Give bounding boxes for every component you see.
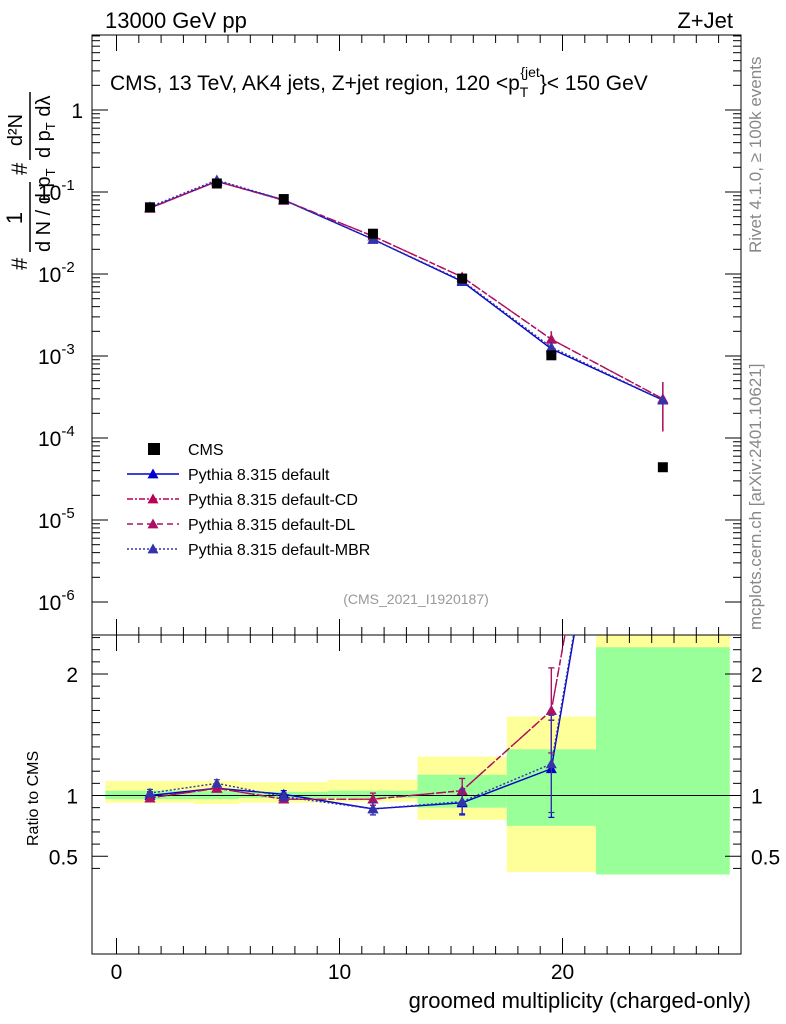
ylabel-den2: d pT dλ: [33, 96, 58, 158]
ylabel-den1: d N / d pT: [33, 168, 58, 252]
cms-data-point: [211, 178, 222, 189]
x-axis-label: groomed multiplicity (charged-only): [409, 988, 751, 1013]
legend-label: Pythia 8.315 default-CD: [188, 492, 358, 509]
y-tick-label: 10-2: [38, 259, 75, 287]
series-line-0: [149, 180, 664, 401]
legend-marker-cms: [148, 443, 160, 455]
cms-data-point: [144, 202, 155, 213]
mcplots-label: mcplots.cern.ch [arXiv:2401.10621]: [746, 364, 765, 630]
y-tick-label: 10-1: [38, 177, 75, 205]
ylabel-hash-1: #: [7, 257, 32, 270]
ratio-marker: [367, 803, 379, 814]
series-line-1: [149, 180, 664, 400]
ratio-tick-label-right: 0.5: [751, 846, 780, 869]
series-line-2: [149, 180, 664, 400]
series-marker: [545, 341, 557, 352]
stat-band-bin: [595, 647, 730, 875]
ratio-marker: [456, 796, 468, 806]
legend-label: Pythia 8.315 default-MBR: [188, 542, 370, 559]
ratio-tick-label-right: 2: [751, 664, 763, 687]
legend-label: Pythia 8.315 default-DL: [188, 517, 355, 534]
ratio-marker: [367, 793, 379, 804]
legend-marker: [147, 518, 159, 529]
x-tick-label: 20: [551, 961, 574, 984]
y-tick-label: 10-4: [38, 423, 75, 451]
x-tick-label: 0: [111, 961, 123, 984]
ratio-bands: [92, 635, 741, 875]
legend-marker: [147, 493, 159, 504]
cms-data-point: [657, 462, 668, 473]
main-series: [144, 174, 669, 473]
ratio-marker: [545, 704, 557, 715]
ratio-series: [144, 634, 575, 818]
ratio-marker: [278, 791, 290, 802]
series-line-3: [149, 179, 664, 401]
legend-label: Pythia 8.315 default: [188, 467, 330, 484]
ratio-tick-label-left: 0.5: [49, 846, 78, 869]
ylabel-num2: d²N: [5, 114, 27, 146]
y-tick-label: 10-5: [38, 505, 75, 533]
ratio-tick-label-left: 2: [66, 664, 78, 687]
x-tick-label: 10: [328, 961, 351, 984]
ratio-marker: [545, 758, 557, 769]
legend: CMS Pythia 8.315 default Pythia 8.315 defa…: [127, 442, 370, 559]
ylabel-hash-2: #: [7, 162, 32, 175]
plot-title-main: CMS, 13 TeV, AK4 jets, Z+jet region, 120…: [110, 72, 520, 95]
axis-ticks: 0 10 20 10-6 10-5 10-4 10-3 10-2 10-1 1 0.5 0.5 1 1 2 2: [38, 35, 780, 984]
plot-title-sup: {jet: [520, 64, 540, 80]
plot-title-sub: T: [520, 84, 529, 100]
legend-marker: [147, 468, 159, 479]
rivet-label: Rivet 4.1.0, ≥ 100k events: [746, 57, 765, 253]
y-tick-label: 10-3: [38, 341, 75, 369]
header-right: Z+Jet: [677, 8, 733, 33]
y-axis-label: # 1 d N / d pT # d²N d pT dλ: [2, 92, 58, 270]
ratio-marker: [144, 787, 156, 798]
analysis-id: (CMS_2021_I1920187): [343, 591, 489, 607]
ratio-y-label: Ratio to CMS: [25, 751, 42, 846]
header-left: 13000 GeV pp: [105, 8, 247, 33]
ratio-tick-label-left: 1: [66, 786, 78, 809]
plot-title: CMS, 13 TeV, AK4 jets, Z+jet region, 120…: [110, 64, 648, 100]
series-marker: [367, 233, 379, 244]
legend-label: CMS: [188, 442, 224, 459]
ratio-marker: [211, 777, 223, 788]
cms-data-point: [546, 350, 557, 361]
legend-marker: [147, 543, 159, 554]
series-marker: [545, 333, 557, 344]
ratio-plot-frame: [91, 634, 742, 955]
cms-data-point: [367, 228, 378, 239]
y-tick-label: 10-6: [38, 587, 75, 615]
cms-data-point: [457, 273, 468, 284]
series-marker: [657, 394, 669, 405]
stat-band-bin: [194, 790, 240, 800]
ylabel-num1: 1: [2, 212, 27, 224]
y-tick-label: 1: [71, 100, 83, 123]
ratio-tick-label-right: 1: [751, 786, 763, 809]
cms-data-point: [278, 194, 289, 205]
plot-title-tail: }< 150 GeV: [540, 72, 648, 95]
